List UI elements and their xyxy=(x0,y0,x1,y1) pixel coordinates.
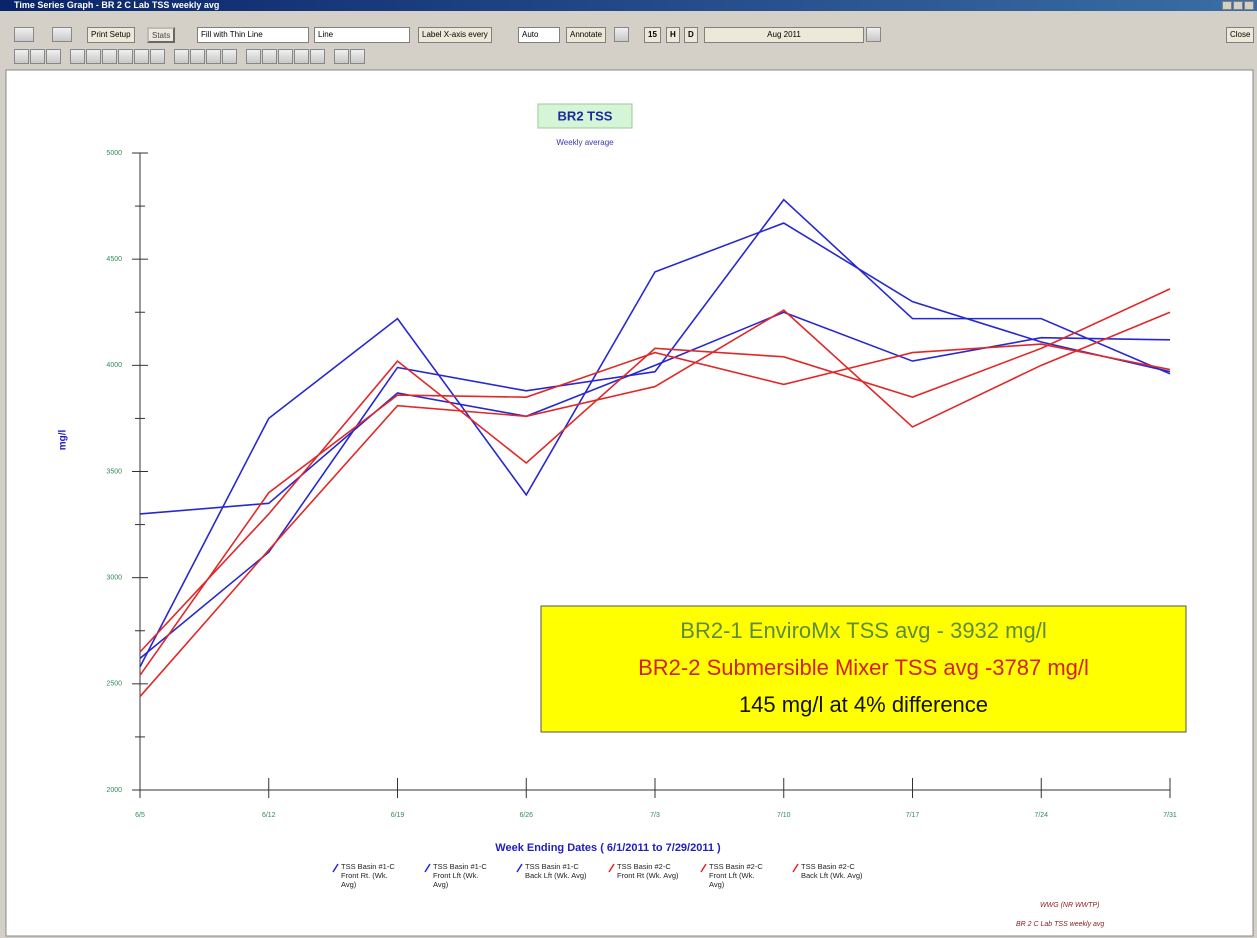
legend-entry: TSS Basin #1-C Front Rt. (Wk. Avg) xyxy=(341,862,395,889)
legend-entry: TSS Basin #2-C Front Rt (Wk. Avg) xyxy=(617,862,679,880)
toolbar-icon[interactable] xyxy=(246,49,261,64)
toolbar-icon[interactable] xyxy=(262,49,277,64)
nav-icon[interactable] xyxy=(866,27,881,42)
close-button[interactable]: Close xyxy=(1226,27,1255,43)
series-line xyxy=(139,311,1171,515)
label-x-button[interactable]: Label X-axis every xyxy=(418,27,492,43)
x-tick-label: 7/3 xyxy=(650,812,660,819)
toolbar-icon[interactable] xyxy=(334,49,349,64)
toolbar-icon[interactable] xyxy=(190,49,205,64)
toolbar-icon[interactable] xyxy=(70,49,85,64)
title-box xyxy=(537,103,633,129)
15-button[interactable]: 15 xyxy=(644,27,661,43)
legend-entry: TSS Basin #2-C Front Lft (Wk. Avg) xyxy=(709,862,763,889)
minimize-button[interactable] xyxy=(1222,1,1232,10)
y-tick-label: 4000 xyxy=(106,362,122,369)
annotation-text: 145 mg/l at 4% difference xyxy=(738,692,989,717)
toolbar-icon[interactable] xyxy=(46,49,61,64)
chart-title: BR2 TSS xyxy=(558,108,613,123)
annotation-box xyxy=(540,605,1187,733)
series-line xyxy=(139,309,1171,698)
toolbar-icon[interactable] xyxy=(118,49,133,64)
toolbar-icon[interactable] xyxy=(310,49,325,64)
d-button[interactable]: D xyxy=(684,27,698,43)
x-tick-label: 6/26 xyxy=(519,812,533,819)
legend-marker xyxy=(700,863,707,873)
toolbar-icon[interactable] xyxy=(222,49,237,64)
x-tick-label: 7/10 xyxy=(777,812,791,819)
legend-marker xyxy=(332,863,339,873)
y-tick-label: 4500 xyxy=(106,256,122,263)
x-axis-label: Week Ending Dates ( 6/1/2011 to 7/29/201… xyxy=(495,842,721,854)
y-tick-label: 2000 xyxy=(106,787,122,794)
series-line xyxy=(139,222,1171,668)
series-line xyxy=(139,198,1171,659)
legend-entry: TSS Basin #1-C Back Lft (Wk. Avg) xyxy=(525,862,587,880)
series-line xyxy=(139,288,1171,653)
x-tick-label: 7/31 xyxy=(1163,812,1177,819)
window-title: Time Series Graph - BR 2 C Lab TSS weekl… xyxy=(14,0,220,10)
legend-marker xyxy=(516,863,523,873)
window-close-button[interactable] xyxy=(1244,1,1254,10)
footer-line: WWG (NR WWTP) xyxy=(1040,902,1100,909)
footer-line: BR 2 C Lab TSS weekly avg xyxy=(1016,921,1105,928)
disk-icon[interactable] xyxy=(614,27,629,42)
series-line xyxy=(139,343,1171,676)
toolbar-icon[interactable] xyxy=(350,49,365,64)
line-mode-select[interactable]: Line xyxy=(314,27,410,43)
x-tick-label: 7/17 xyxy=(906,812,920,819)
print-setup-button[interactable]: Print Setup xyxy=(87,27,135,43)
x-tick-label: 6/12 xyxy=(262,812,276,819)
chart-panel xyxy=(5,69,1254,937)
toolbar-icon[interactable] xyxy=(134,49,149,64)
toolbar-icon[interactable] xyxy=(174,49,189,64)
x-tick-label: 7/24 xyxy=(1034,812,1048,819)
legend-marker xyxy=(424,863,431,873)
x-tick-label: 6/5 xyxy=(135,812,145,819)
stats-button[interactable]: Stats xyxy=(147,27,176,43)
label-x-select[interactable]: Auto xyxy=(518,27,560,43)
toolbar-icon[interactable] xyxy=(206,49,221,64)
y-tick-label: 3000 xyxy=(106,575,122,582)
legend-marker xyxy=(792,863,799,873)
toolbar-icon[interactable] xyxy=(30,49,45,64)
y-tick-label: 2500 xyxy=(106,681,122,688)
chart-subtitle: Weekly average xyxy=(556,138,614,147)
toolbar-icon[interactable] xyxy=(150,49,165,64)
maximize-button[interactable] xyxy=(1233,1,1243,10)
legend-entry: TSS Basin #2-C Back Lft (Wk. Avg) xyxy=(801,862,863,880)
annotation-text: BR2-2 Submersible Mixer TSS avg -3787 mg… xyxy=(638,655,1089,680)
legend-marker xyxy=(608,863,615,873)
y-axis-label: mg/l xyxy=(58,430,69,451)
print-icon[interactable] xyxy=(52,27,72,42)
toolbar-icon[interactable] xyxy=(14,49,29,64)
toolbar-icon[interactable] xyxy=(86,49,101,64)
toolbar-icon[interactable] xyxy=(294,49,309,64)
toolbar-icon[interactable] xyxy=(278,49,293,64)
title-bar: Time Series Graph - BR 2 C Lab TSS weekl… xyxy=(0,0,1257,11)
x-tick-label: 6/19 xyxy=(391,812,405,819)
month-scroller[interactable]: Aug 2011 xyxy=(704,27,864,43)
fill-mode-select[interactable]: Fill with Thin Line xyxy=(197,27,309,43)
annotate-button[interactable]: Annotate xyxy=(566,27,607,43)
toolbar-icon[interactable] xyxy=(102,49,117,64)
h-button[interactable]: H xyxy=(666,27,680,43)
y-tick-label: 5000 xyxy=(106,150,122,157)
annotation-text: BR2-1 EnviroMx TSS avg - 3932 mg/l xyxy=(680,618,1047,643)
legend-entry: TSS Basin #1-C Front Lft (Wk. Avg) xyxy=(433,862,487,889)
y-tick-label: 3500 xyxy=(106,468,122,475)
save-icon[interactable] xyxy=(14,27,34,42)
